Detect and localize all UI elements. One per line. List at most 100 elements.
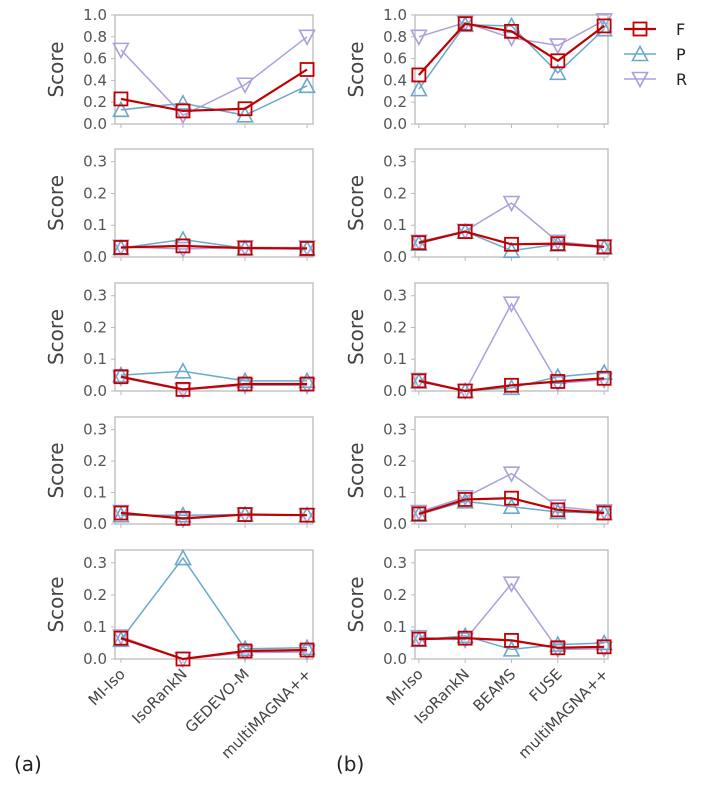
point-F-IsoRankN bbox=[457, 16, 473, 32]
point-F-MI-Iso bbox=[113, 240, 129, 255]
y-tick-label: 0.0 bbox=[83, 115, 107, 133]
point-F-multiMAGNA++ bbox=[299, 507, 315, 523]
point-F-IsoRankN bbox=[457, 492, 473, 507]
point-R-BEAMS bbox=[502, 576, 521, 593]
y-tick-label: 0.2 bbox=[383, 93, 407, 111]
point-F-FUSE bbox=[550, 640, 566, 656]
y-axis-label: Score bbox=[344, 442, 368, 498]
point-P-MI-Iso bbox=[112, 100, 130, 118]
point-F-FUSE bbox=[550, 236, 566, 252]
chart-b-row-0: 0.0 0.2 0.4 0.6 0.8 1.0 Score bbox=[344, 6, 613, 133]
y-tick-label: 0.1 bbox=[83, 484, 107, 502]
y-tick-label: 0.1 bbox=[83, 350, 107, 368]
y-tick-label: 0.3 bbox=[83, 554, 107, 572]
point-R-multiMAGNA++ bbox=[595, 13, 613, 30]
y-tick-label: 0.4 bbox=[383, 71, 407, 89]
point-R-MI-Iso bbox=[410, 29, 428, 46]
y-tick-label: 0.8 bbox=[83, 28, 107, 46]
point-F-FUSE bbox=[550, 502, 566, 518]
point-R-IsoRankN bbox=[456, 489, 475, 507]
y-axis-label: Score bbox=[344, 309, 368, 365]
y-axis-label: Score bbox=[44, 175, 68, 231]
y-tick-label: 0.0 bbox=[83, 650, 107, 668]
y-tick-label: 0.2 bbox=[83, 318, 107, 336]
point-F-IsoRankN bbox=[175, 510, 191, 526]
point-F-multiMAGNA++ bbox=[596, 505, 612, 521]
panel-label-b: (b) bbox=[336, 752, 364, 776]
point-F-BEAMS bbox=[504, 490, 519, 506]
point-P-FUSE bbox=[548, 635, 567, 652]
legend-marker-P bbox=[631, 44, 649, 62]
point-R-multiMAGNA++ bbox=[298, 377, 316, 395]
point-R-FUSE bbox=[548, 642, 567, 659]
point-F-GEDEVO-M bbox=[237, 240, 253, 256]
series-line-F bbox=[120, 511, 308, 520]
y-axis-label: Score bbox=[44, 41, 68, 97]
x-tick-label: BEAMS bbox=[469, 665, 519, 715]
y-axis-label: Score bbox=[344, 576, 368, 632]
point-P-MI-Iso bbox=[112, 505, 130, 523]
series-line-P bbox=[120, 370, 308, 382]
point-F-MI-Iso bbox=[411, 631, 427, 647]
y-tick-label: 1.0 bbox=[83, 6, 107, 24]
legend-marker-R bbox=[631, 71, 649, 89]
plot-frame bbox=[114, 282, 314, 392]
point-P-IsoRankN bbox=[174, 362, 192, 379]
point-F-multiMAGNA++ bbox=[596, 239, 612, 255]
point-R-IsoRankN bbox=[174, 107, 192, 125]
point-F-GEDEVO-M bbox=[237, 643, 253, 659]
plot-frame bbox=[114, 14, 314, 125]
y-axis-label: Score bbox=[44, 309, 68, 365]
point-R-GEDEVO-M bbox=[236, 645, 254, 662]
series-line-F bbox=[418, 22, 605, 76]
point-F-IsoRankN bbox=[175, 103, 191, 119]
series-line-P bbox=[120, 556, 308, 650]
plot-frame bbox=[414, 282, 609, 392]
y-tick-label: 0.3 bbox=[383, 287, 407, 305]
point-R-FUSE bbox=[548, 38, 567, 55]
series-line-F bbox=[120, 244, 308, 250]
legend-label-P: P bbox=[676, 45, 686, 64]
point-F-GEDEVO-M bbox=[237, 507, 253, 522]
point-F-multiMAGNA++ bbox=[596, 370, 612, 386]
y-tick-label: 0.0 bbox=[383, 382, 407, 400]
chart-a-row-2: 0.0 0.1 0.2 0.3 Score bbox=[44, 282, 316, 400]
y-axis-label: Score bbox=[344, 41, 368, 97]
point-F-GEDEVO-M bbox=[237, 376, 253, 392]
y-tick-label: 0.0 bbox=[383, 515, 407, 533]
point-R-BEAMS bbox=[502, 296, 521, 313]
y-tick-label: 0.3 bbox=[383, 421, 407, 439]
point-P-MI-Iso bbox=[112, 365, 130, 383]
chart-a-row-0: 0.0 0.2 0.4 0.6 0.8 1.0 Score bbox=[44, 6, 316, 133]
point-P-BEAMS bbox=[502, 640, 521, 657]
y-tick-label: 0.0 bbox=[383, 650, 407, 668]
y-tick-label: 0.3 bbox=[383, 554, 407, 572]
series-line-P bbox=[418, 24, 605, 90]
point-F-multiMAGNA++ bbox=[299, 376, 315, 392]
point-P-IsoRankN bbox=[174, 548, 192, 566]
point-F-BEAMS bbox=[504, 236, 519, 252]
point-P-FUSE bbox=[548, 63, 567, 81]
y-tick-label: 0.8 bbox=[383, 28, 407, 46]
point-R-MI-Iso bbox=[112, 42, 130, 60]
point-F-multiMAGNA++ bbox=[299, 62, 315, 77]
point-F-BEAMS bbox=[504, 633, 519, 648]
point-P-multiMAGNA++ bbox=[298, 371, 316, 389]
y-tick-label: 0.3 bbox=[83, 421, 107, 439]
point-P-FUSE bbox=[548, 502, 567, 520]
point-P-MI-Iso bbox=[410, 79, 428, 97]
series-line-F bbox=[418, 377, 605, 393]
point-R-multiMAGNA++ bbox=[595, 372, 613, 390]
point-F-MI-Iso bbox=[411, 67, 427, 83]
y-tick-label: 0.2 bbox=[383, 318, 407, 336]
point-P-GEDEVO-M bbox=[236, 371, 254, 389]
y-tick-label: 0.2 bbox=[83, 93, 107, 111]
plot-frame bbox=[114, 416, 314, 525]
chart-b-row-3: 0.0 0.1 0.2 0.3 Score bbox=[344, 416, 613, 533]
point-R-multiMAGNA++ bbox=[298, 29, 316, 46]
y-tick-label: 0.1 bbox=[83, 618, 107, 636]
y-tick-label: 0.0 bbox=[83, 248, 107, 266]
series-line-R bbox=[418, 472, 605, 513]
y-tick-label: 0.1 bbox=[383, 350, 407, 368]
